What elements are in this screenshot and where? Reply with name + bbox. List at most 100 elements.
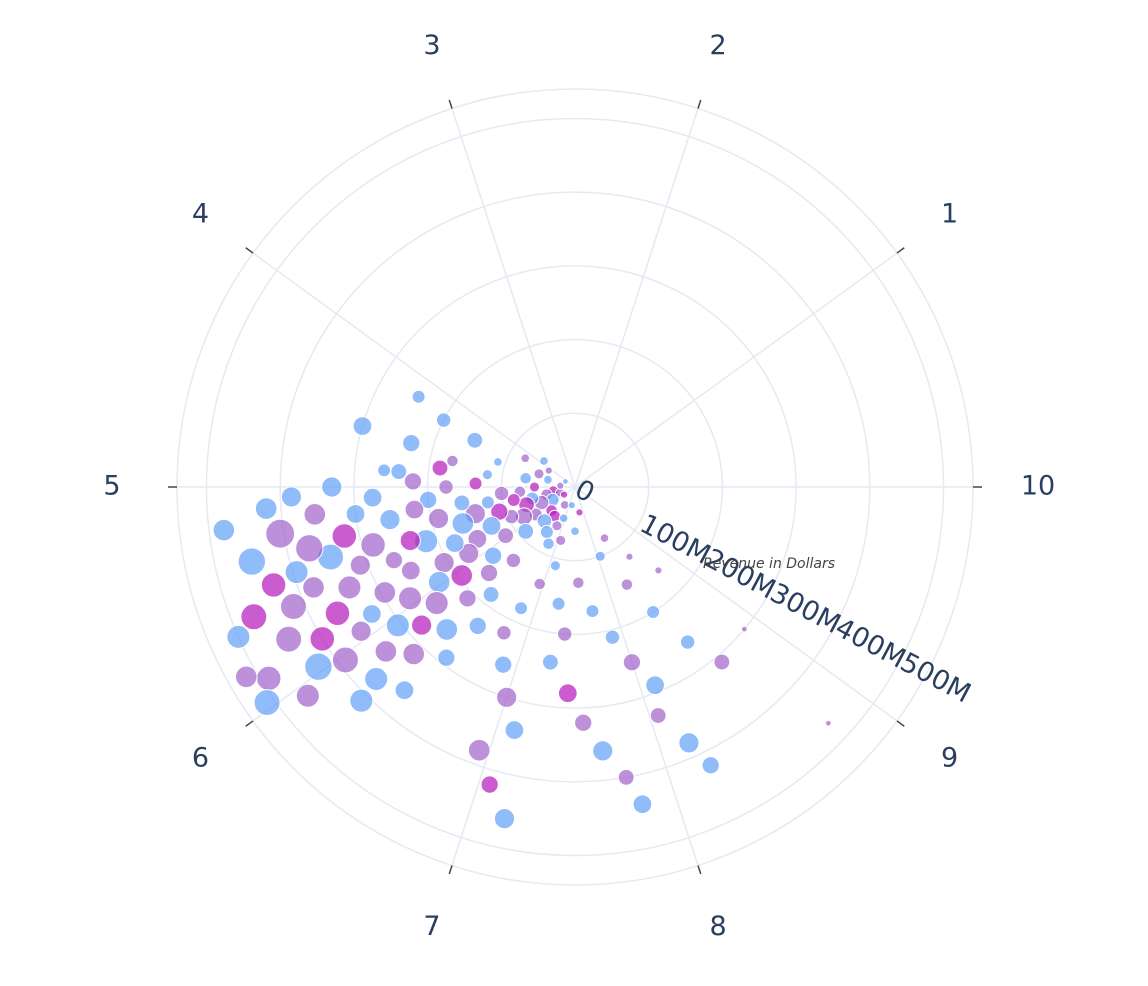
bubble-point [411, 614, 433, 636]
bubble-point [468, 476, 483, 491]
bubble-point [572, 576, 585, 590]
bubble-point [466, 431, 484, 449]
bubble-point [497, 527, 514, 545]
bubble-point [212, 518, 236, 542]
bubble-point [427, 507, 450, 530]
angular-tick-label-2: 2 [709, 30, 726, 61]
bubble-point [419, 490, 438, 509]
bubble-point [599, 533, 610, 543]
bubble-point [260, 572, 287, 598]
angular-tick-3 [448, 99, 453, 109]
bubble-point [558, 513, 569, 523]
bubble-point [390, 463, 408, 481]
bubble-point [321, 476, 343, 498]
bubble-point [385, 613, 410, 638]
angular-tick-6 [245, 720, 254, 727]
bubble-point [551, 596, 566, 611]
bubble-point [302, 576, 325, 599]
bubble-point [364, 666, 389, 692]
bubble-point [373, 581, 397, 604]
bubble-point [514, 601, 529, 616]
bubble-point [617, 768, 635, 786]
bubble-point [496, 625, 512, 641]
bubble-point [284, 560, 309, 585]
angular-tick-label-4: 4 [192, 198, 209, 229]
bubble-point [435, 618, 459, 641]
bubble-point [570, 526, 580, 537]
spoke-3 [451, 108, 576, 488]
bubble-point [451, 512, 475, 535]
bubble-point [479, 563, 499, 583]
bubble-point [309, 626, 336, 652]
bubble-point [505, 552, 522, 569]
bubble-point [331, 646, 359, 674]
radial-tick-label-300M: 300M [765, 578, 846, 641]
bubble-point [480, 495, 495, 510]
bubble-point [453, 494, 471, 512]
bubble-point [384, 551, 404, 570]
spoke-2 [574, 108, 699, 488]
bubble-point [493, 457, 503, 467]
bubble-point [377, 463, 392, 478]
angular-tick-label-1: 1 [941, 198, 958, 229]
bubble-point [467, 738, 491, 762]
bubble-point [253, 689, 281, 717]
radial-tick-label-200M: 200M [700, 543, 781, 606]
bubble-point [646, 605, 661, 619]
bubble-point [345, 504, 366, 524]
bubble-point [435, 412, 452, 428]
bubble-point [483, 546, 503, 565]
bubble-point [559, 500, 570, 510]
bubble-point [394, 680, 415, 701]
bubble-point [427, 570, 451, 594]
bubble-point [398, 586, 423, 611]
bubble-point [480, 775, 499, 794]
bubble-point [331, 523, 358, 549]
spoke-4 [252, 252, 576, 488]
bubble-point [324, 600, 351, 627]
bubble-point [713, 653, 731, 671]
bubble-point [280, 486, 302, 508]
bubble-point [493, 485, 510, 502]
bubble-point [654, 566, 663, 575]
bubble-point [349, 554, 371, 576]
angular-tick-label-7: 7 [423, 911, 440, 942]
radial-axis-title: Revenue in Dollars [703, 556, 835, 572]
spoke-8 [574, 486, 699, 866]
angular-tick-2 [697, 99, 702, 109]
bubble-point [400, 560, 421, 581]
bubble-point [574, 713, 593, 732]
bubble-point [295, 683, 320, 708]
bubble-point [240, 603, 268, 631]
bubble-point [403, 472, 423, 491]
bubble-point [544, 466, 553, 475]
bubble-point [295, 534, 324, 563]
bubble-point [541, 653, 559, 671]
bubble-point [226, 624, 251, 649]
angular-tick-label-5: 5 [103, 471, 120, 502]
bubble-point [557, 683, 578, 704]
bubble-point [433, 551, 455, 574]
bubble-point [337, 575, 362, 600]
angular-ticks [168, 99, 982, 875]
bubble-point [649, 707, 667, 724]
bubble-point [620, 578, 634, 591]
bubble-point [494, 655, 513, 674]
bubble-series [212, 389, 832, 830]
bubble-point [519, 472, 532, 485]
angular-tick-label-10: 10 [1021, 471, 1055, 502]
bubble-point [622, 653, 642, 672]
angular-tick-label-8: 8 [709, 911, 726, 942]
bubble-point [557, 626, 573, 642]
bubble-point [402, 433, 421, 453]
bubble-point [604, 629, 621, 645]
bubble-point [352, 416, 373, 436]
bubble-point [437, 648, 456, 667]
angular-tick-9 [896, 720, 905, 727]
bubble-point [549, 560, 561, 572]
bubble-point [362, 604, 382, 624]
bubble-point [592, 740, 614, 762]
bubble-point [362, 487, 383, 508]
bubble-point [679, 634, 696, 650]
